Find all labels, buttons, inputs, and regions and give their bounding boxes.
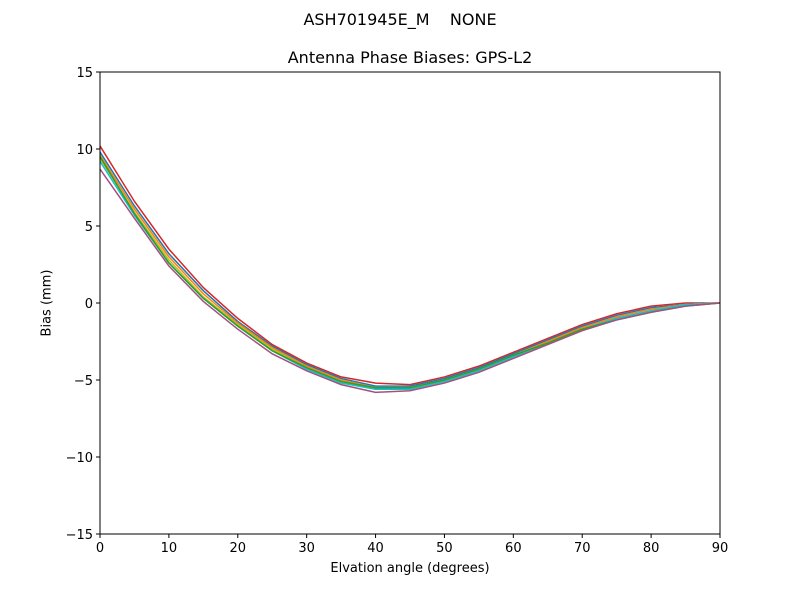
chart-title: Antenna Phase Biases: GPS-L2 bbox=[287, 48, 533, 67]
y-tick-label: −5 bbox=[74, 374, 93, 389]
data-lines bbox=[99, 145, 721, 394]
y-tick-label: 5 bbox=[85, 220, 93, 235]
x-tick-label: 80 bbox=[643, 541, 660, 556]
series-line bbox=[99, 154, 721, 389]
x-tick-label: 0 bbox=[96, 541, 104, 556]
y-tick-label: −10 bbox=[66, 451, 93, 466]
y-tick-label: −15 bbox=[66, 528, 93, 543]
y-axis-ticks: −15 −10 −5 0 5 10 15 bbox=[66, 66, 100, 543]
series-line bbox=[99, 168, 721, 394]
axes-frame bbox=[99, 71, 721, 535]
series-line bbox=[99, 156, 721, 389]
series-line bbox=[99, 151, 721, 387]
x-tick-label: 50 bbox=[436, 541, 453, 556]
y-tick-label: 0 bbox=[85, 297, 93, 312]
x-tick-label: 20 bbox=[230, 541, 247, 556]
x-tick-label: 90 bbox=[712, 541, 729, 556]
series-line bbox=[99, 157, 721, 390]
y-axis-label: Bias (mm) bbox=[39, 269, 55, 337]
x-tick-label: 60 bbox=[505, 541, 522, 556]
x-tick-label: 70 bbox=[574, 541, 591, 556]
figure-suptitle: ASH701945E_M NONE bbox=[303, 10, 497, 29]
x-axis-ticks: 0 10 20 30 40 50 60 70 80 90 bbox=[96, 534, 728, 556]
y-tick-label: 10 bbox=[76, 143, 93, 158]
x-tick-label: 10 bbox=[161, 541, 178, 556]
x-tick-label: 40 bbox=[367, 541, 384, 556]
y-tick-label: 15 bbox=[76, 66, 93, 81]
x-axis-label: Elvation angle (degrees) bbox=[330, 561, 490, 576]
series-line bbox=[99, 145, 720, 386]
x-tick-label: 30 bbox=[298, 541, 315, 556]
